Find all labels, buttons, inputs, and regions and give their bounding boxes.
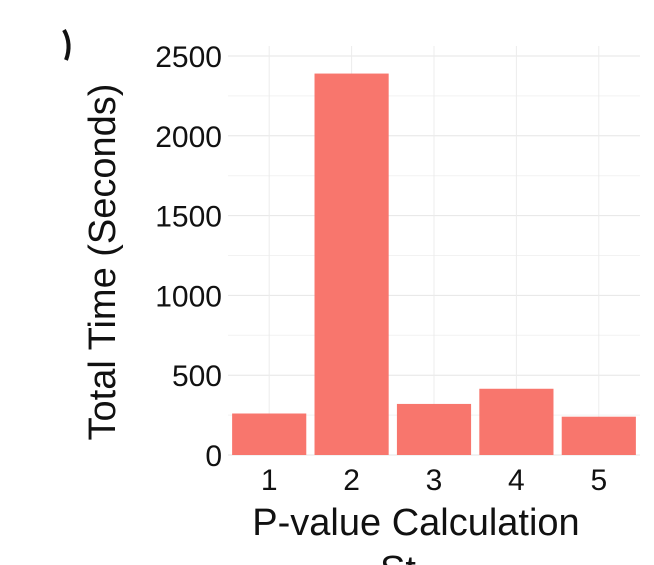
y-axis-ticks: 0 500 1000 1500 2000 2500 (155, 41, 222, 473)
bar-2 (314, 73, 389, 455)
y-axis-title: Total Time (Seconds) (82, 84, 124, 441)
bar-1 (232, 413, 307, 455)
y-tick-label: 500 (172, 360, 222, 393)
y-tick-label: 2000 (155, 121, 222, 154)
x-tick-label: 2 (343, 464, 360, 497)
y-tick-label: 1000 (155, 280, 222, 313)
x-axis-ticks: 1 2 3 4 5 (261, 464, 607, 497)
x-tick-label: 5 (590, 464, 607, 497)
grid-lines (228, 46, 640, 456)
y-tick-label: 2500 (155, 41, 222, 74)
bar-5 (561, 416, 636, 455)
x-tick-label: 1 (261, 464, 278, 497)
bars (232, 73, 636, 455)
y-tick-label: 1500 (155, 201, 222, 234)
y-tick-label: 0 (205, 440, 222, 473)
panel-edge-mark (62, 29, 71, 61)
bar-3 (396, 403, 472, 455)
bar-4 (479, 388, 554, 455)
x-axis-title-cutoff: St (380, 549, 416, 565)
x-tick-label: 4 (508, 464, 525, 497)
x-axis-title: P-value Calculation (252, 502, 579, 544)
x-tick-label: 3 (426, 464, 443, 497)
